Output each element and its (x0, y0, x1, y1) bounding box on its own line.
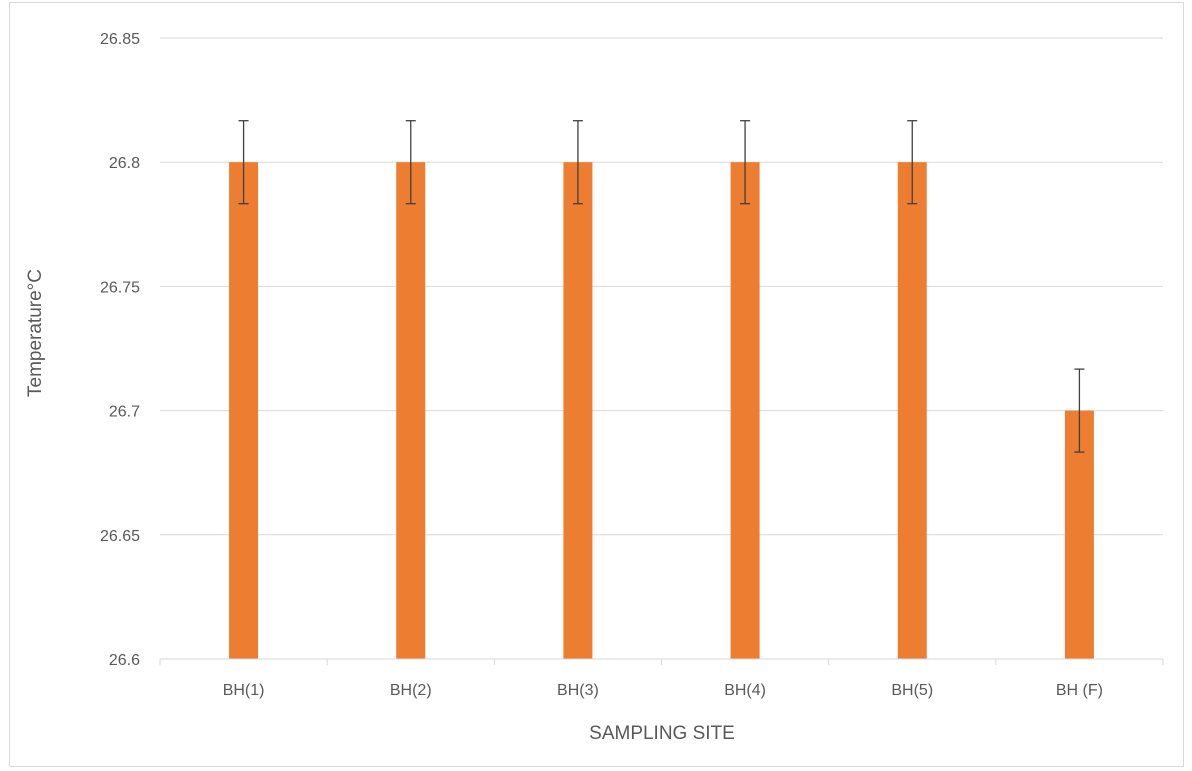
x-tick-label: BH(1) (223, 682, 265, 699)
x-tick-label: BH (F) (1056, 682, 1103, 699)
bar-3 (563, 162, 593, 659)
y-tick-label: 26.85 (100, 31, 140, 48)
bar-5 (897, 162, 927, 659)
y-tick-label: 26.8 (109, 155, 140, 172)
x-axis-title: SAMPLING SITE (589, 723, 735, 744)
x-tick-label: BH(4) (724, 682, 766, 699)
x-axis (159, 658, 1164, 665)
bars (229, 162, 1094, 659)
error-bar-2 (405, 120, 416, 205)
x-tick-label: BH(3) (557, 682, 599, 699)
error-bar-4 (740, 120, 751, 205)
error-bar-3 (572, 120, 583, 205)
bar-1 (229, 162, 259, 659)
error-bar-5 (907, 120, 918, 205)
y-tick-label: 26.6 (109, 652, 140, 669)
error-bar-1 (238, 120, 249, 205)
y-tick-label: 26.7 (109, 404, 140, 421)
y-tick-labels: 26.6 26.65 26.7 26.75 26.8 26.85 (100, 31, 140, 669)
x-tick-label: BH(5) (891, 682, 933, 699)
y-tick-label: 26.65 (100, 528, 140, 545)
bar-2 (396, 162, 426, 659)
chart-frame: 26.6 26.65 26.7 26.75 26.8 26.85 BH(1) BH(2) BH… (9, 2, 1184, 767)
y-tick-label: 26.75 (100, 279, 140, 296)
gridlines (160, 37, 1163, 660)
x-tick-labels: BH(1) BH(2) BH(3) BH(4) BH(5) BH (F) (223, 682, 1103, 699)
error-bar-6 (1074, 368, 1085, 453)
error-bars (238, 120, 1085, 453)
y-axis-title: Temperature°C (25, 269, 46, 397)
bar-4 (730, 162, 760, 659)
x-tick-label: BH(2) (390, 682, 432, 699)
